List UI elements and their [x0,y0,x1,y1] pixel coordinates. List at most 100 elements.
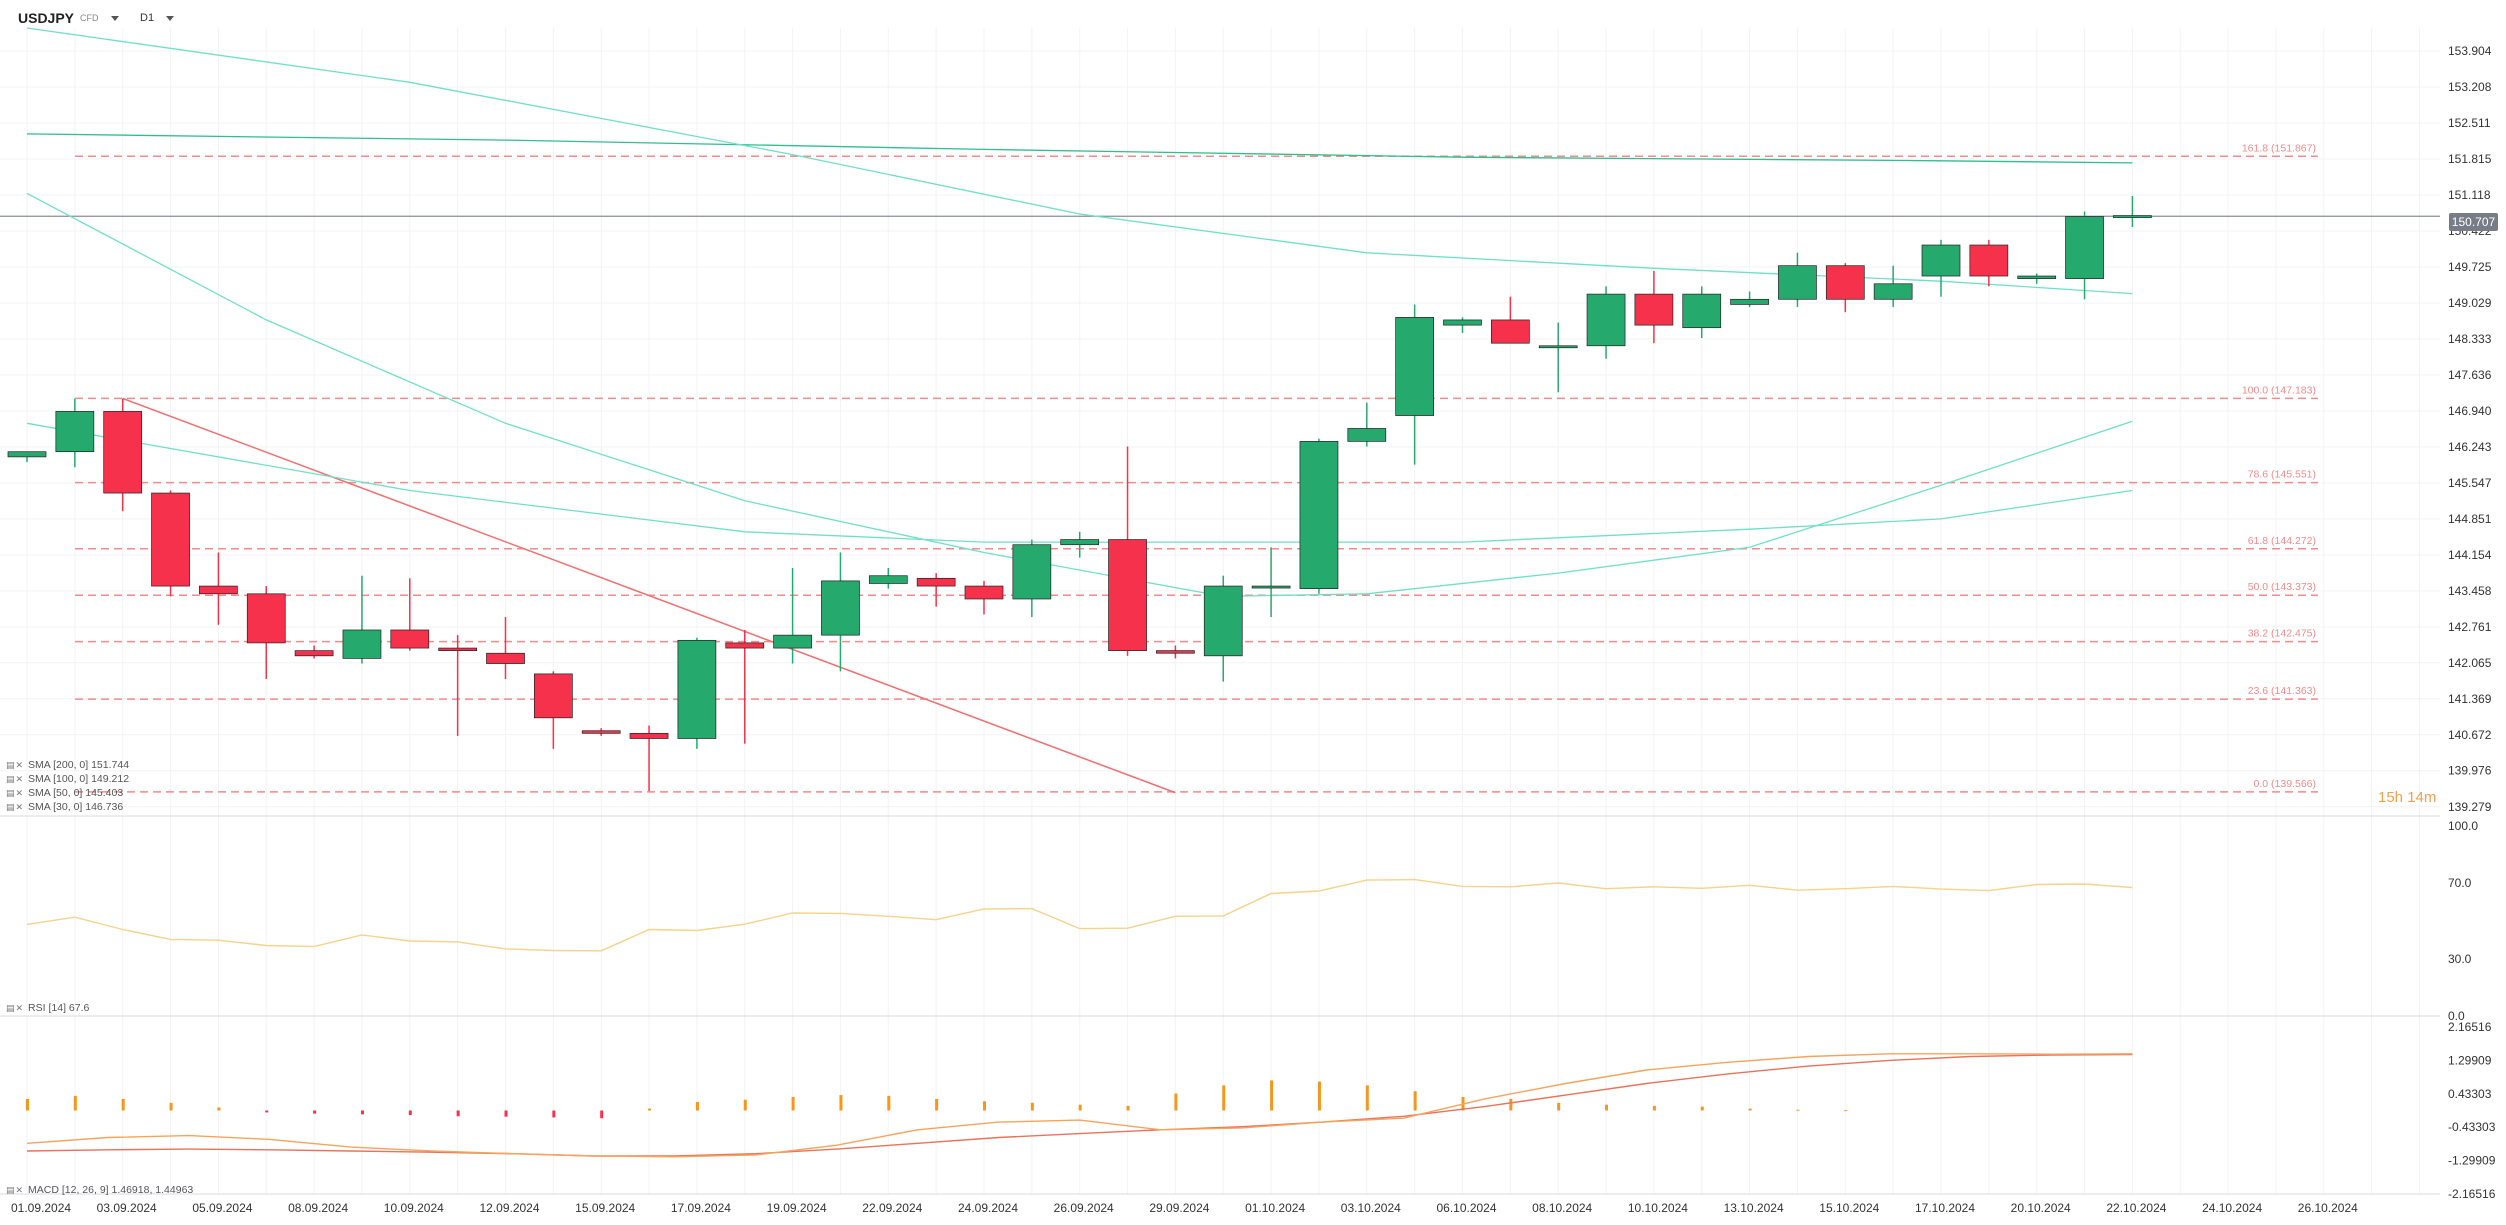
candle[interactable] [1586,293,1626,347]
candle[interactable] [342,629,382,659]
candle[interactable] [677,639,717,739]
symbol-selector[interactable]: USDJPY CFD [18,8,119,28]
sma200-line [26,133,2133,164]
macd-signal-line [26,1053,2133,1157]
candle[interactable] [1873,283,1913,300]
timeframe-selector[interactable]: D1 [140,8,175,28]
candle[interactable] [1443,319,1482,326]
legend-sma200-text: SMA [200, 0] 151.744 [28,759,130,771]
macd-histogram-bar [1317,1081,1321,1111]
candle[interactable] [1921,244,1961,277]
legend-rsi[interactable]: ▤✕ RSI [14] 67.6 [6,1002,89,1014]
legend-sma100-text: SMA [100, 0] 149.212 [28,773,130,785]
date-axis-label: 10.10.2024 [1628,1201,1688,1215]
fib-level-label: 78.6 (145.551) [2248,469,2316,481]
macd-histogram-bar [791,1097,795,1111]
date-axis-label: 15.10.2024 [1819,1201,1879,1215]
legend-sma50[interactable]: ▤✕ SMA [50, 0] 145.403 [6,787,123,799]
price-axis-tick: 146.940 [2448,404,2492,418]
candle[interactable] [151,492,190,587]
candle[interactable] [103,411,143,494]
candle[interactable] [868,575,908,584]
candle[interactable] [725,642,765,649]
candle[interactable] [1108,539,1147,651]
candle[interactable] [246,593,286,644]
candle[interactable] [916,577,956,587]
macd-histogram-bar [1557,1102,1561,1111]
date-axis-label: 01.10.2024 [1245,1201,1305,1215]
candle[interactable] [533,673,573,719]
candle[interactable] [773,634,812,649]
macd-histogram-bar [265,1110,269,1113]
candle[interactable] [7,451,47,458]
settings-icon[interactable]: ▤✕ [6,773,25,784]
price-axis-tick: 146.243 [2448,440,2492,454]
candle[interactable] [199,585,238,595]
candle[interactable] [581,730,621,734]
candle[interactable] [2065,216,2104,279]
candle[interactable] [1156,650,1195,654]
macd-histogram-bar [408,1110,412,1116]
last-price-tag: 150.707 [2449,213,2498,231]
candle[interactable] [1203,585,1243,657]
macd-histogram-bar [1605,1104,1609,1111]
legend-sma100[interactable]: ▤✕ SMA [100, 0] 149.212 [6,773,129,785]
legend-macd[interactable]: ▤✕ MACD [12, 26, 9] 1.46918, 1.44963 [6,1184,193,1196]
fib-level-label: 61.8 (144.272) [2248,535,2316,547]
candle[interactable] [1251,585,1291,589]
candle[interactable] [964,585,1004,600]
date-axis-label: 20.10.2024 [2011,1201,2071,1215]
chevron-down-icon[interactable] [166,15,175,21]
fib-level-label: 38.2 (142.475) [2248,628,2316,640]
candle[interactable] [821,580,860,636]
candle[interactable] [629,732,669,739]
candle[interactable] [1825,265,1865,300]
candle[interactable] [1299,441,1339,589]
settings-icon[interactable]: ▤✕ [6,1184,25,1195]
candle[interactable] [1538,345,1578,349]
macd-histogram-bar [1844,1110,1848,1112]
candle[interactable] [2017,275,2057,279]
candle[interactable] [55,411,95,453]
fib-level-label: 161.8 (151.867) [2242,142,2316,154]
fib-level-label: 23.6 (141.363) [2248,685,2316,697]
candle[interactable] [1969,244,2009,277]
candle[interactable] [1682,293,1722,329]
candle[interactable] [1490,319,1530,344]
settings-icon[interactable]: ▤✕ [6,1002,25,1013]
candle[interactable] [1395,317,1435,416]
candle[interactable] [438,647,477,651]
candle[interactable] [1634,293,1674,326]
date-axis-label: 01.09.2024 [11,1201,71,1215]
candle[interactable] [390,629,430,649]
settings-icon[interactable]: ▤✕ [6,787,25,798]
candle[interactable] [1778,265,1817,300]
trend-line[interactable] [122,397,1176,794]
candle[interactable] [1730,298,1769,305]
macd-histogram-bar [1700,1106,1704,1111]
chevron-down-icon[interactable] [110,15,119,21]
legend-sma200[interactable]: ▤✕ SMA [200, 0] 151.744 [6,759,129,771]
sma50-line [26,422,2133,543]
legend-macd-text: MACD [12, 26, 9] 1.46918, 1.44963 [28,1184,194,1196]
price-axis-tick: 143.458 [2448,584,2492,598]
symbol-name: USDJPY [18,10,75,26]
date-axis-label: 13.10.2024 [1724,1201,1784,1215]
candle[interactable] [486,652,525,664]
date-axis-label: 17.10.2024 [1915,1201,1975,1215]
macd-histogram-bar [1413,1091,1417,1111]
macd-histogram-bar [1270,1080,1274,1111]
candle[interactable] [1347,428,1387,442]
settings-icon[interactable]: ▤✕ [6,759,25,770]
settings-icon[interactable]: ▤✕ [6,801,25,812]
macd-axis-tick: 0.43303 [2448,1087,2492,1101]
candle[interactable] [294,650,334,657]
macd-line [26,1053,2133,1158]
legend-sma30[interactable]: ▤✕ SMA [30, 0] 146.736 [6,801,123,813]
candle[interactable] [2113,215,2152,218]
macd-histogram-bar [1509,1098,1513,1111]
date-axis-label: 10.09.2024 [384,1201,444,1215]
candle[interactable] [1060,539,1100,546]
candle[interactable] [1012,544,1052,600]
